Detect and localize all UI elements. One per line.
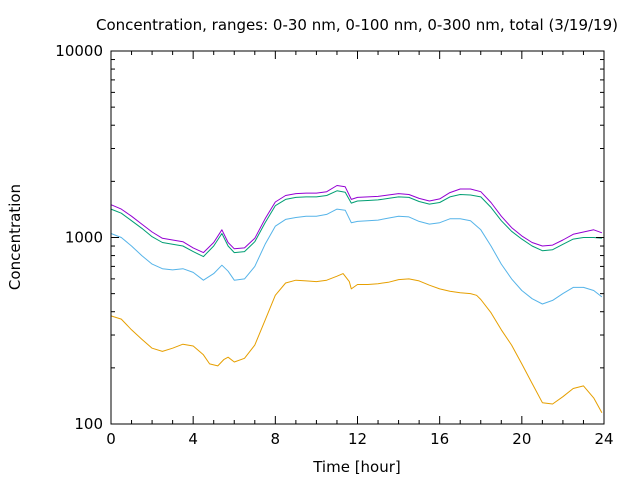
x-tick-label: 4 — [188, 430, 198, 448]
plot-frame — [110, 50, 605, 425]
y-tick-label: 1000 — [65, 229, 103, 247]
series-line-2 — [110, 208, 603, 305]
y-axis-label: Concentration — [6, 184, 24, 290]
y-tick-label: 10000 — [55, 42, 103, 60]
series-layer — [110, 185, 603, 413]
series-line-3 — [110, 190, 602, 258]
x-tick-label: 8 — [271, 430, 281, 448]
chart-title: Concentration, ranges: 0-30 nm, 0-100 nm… — [96, 16, 618, 34]
ticks-layer: 0 4 8 12 16 20 24 100 1000 10000 — [55, 42, 613, 448]
x-axis-label: Time [hour] — [312, 458, 401, 476]
x-tick-label: 12 — [348, 430, 367, 448]
x-tick-label: 24 — [594, 430, 613, 448]
x-tick-label: 16 — [430, 430, 449, 448]
x-tick-label: 0 — [106, 430, 116, 448]
series-line-1 — [110, 273, 603, 413]
y-tick-label: 100 — [74, 415, 103, 433]
series-line-4 — [110, 185, 603, 254]
x-tick-label: 20 — [512, 430, 531, 448]
